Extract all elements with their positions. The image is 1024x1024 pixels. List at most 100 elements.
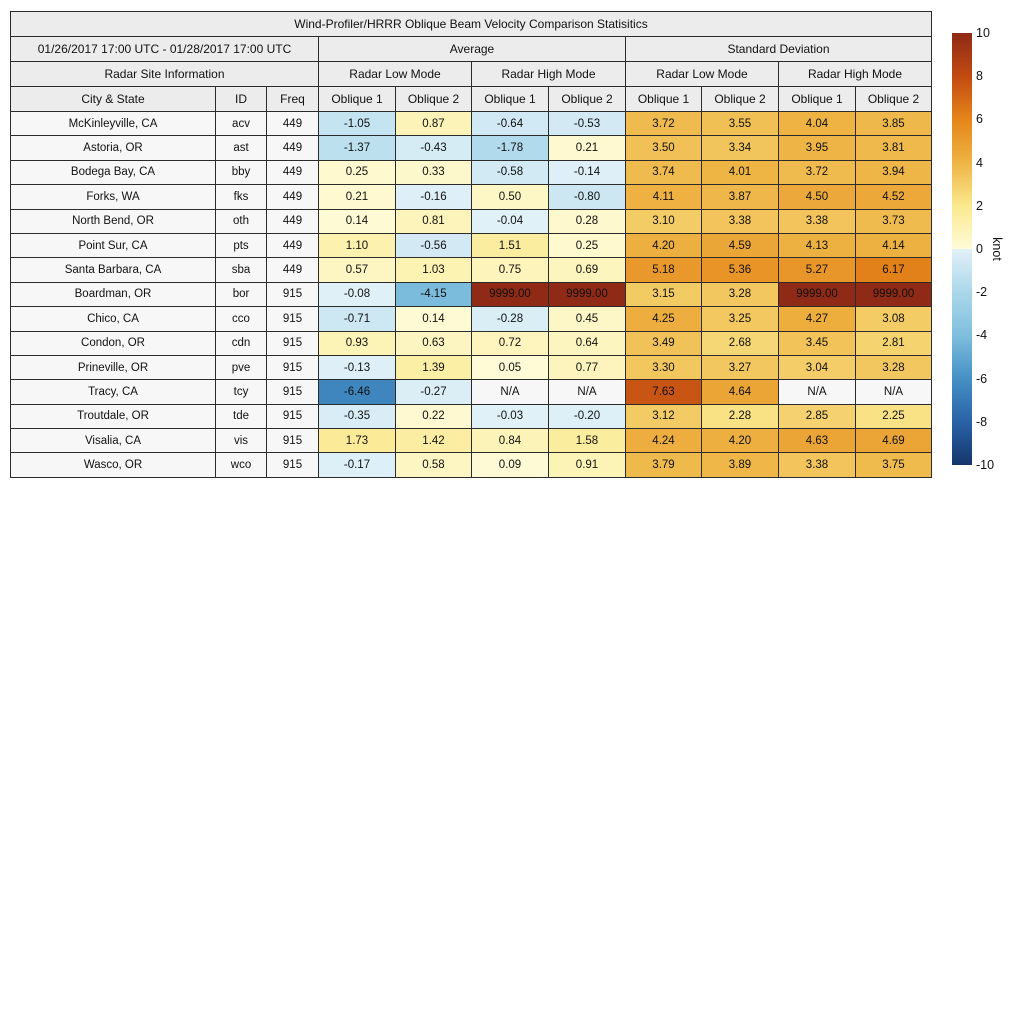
- city-state-cell: Astoria, OR: [10, 135, 216, 161]
- col-header-oblique1: Oblique 1: [625, 86, 702, 112]
- colorbar-tick-label: 10: [976, 25, 990, 40]
- table-row: North Bend, OR oth 449 0.14 0.81 -0.04 0.28 3.1…: [10, 208, 932, 234]
- value-cell: -1.37: [318, 135, 396, 161]
- value-cell: 0.14: [395, 306, 472, 332]
- colorbar-tick-label: -10: [976, 457, 995, 472]
- value-cell: 3.74: [625, 159, 702, 186]
- site-id-cell: cdn: [215, 330, 267, 356]
- value-cell: -0.64: [471, 110, 549, 137]
- value-cell: -0.56: [395, 232, 472, 259]
- value-cell: 0.05: [471, 354, 549, 381]
- value-cell: 1.58: [548, 428, 626, 454]
- value-cell: 0.93: [318, 330, 396, 356]
- value-cell: -0.28: [471, 306, 549, 332]
- value-cell: 4.69: [855, 428, 932, 454]
- value-cell: -0.35: [318, 403, 396, 430]
- freq-cell: 915: [266, 354, 319, 381]
- value-cell: 1.03: [395, 257, 472, 283]
- site-id-cell: ast: [215, 135, 267, 161]
- table-row: Chico, CA cco 915 -0.71 0.14 -0.28 0.45 4.25 3.2…: [10, 306, 932, 332]
- city-state-cell: Troutdale, OR: [10, 403, 216, 430]
- value-cell: 3.81: [855, 135, 932, 161]
- value-cell: 5.36: [701, 257, 779, 283]
- value-cell: 9999.00: [778, 281, 856, 308]
- radar-site-information-label: Radar Site Information: [10, 61, 319, 87]
- value-cell: 3.30: [625, 354, 702, 381]
- value-cell: 5.27: [778, 257, 856, 283]
- value-cell: 0.45: [548, 306, 626, 332]
- colorbar-tick-label: -6: [976, 371, 988, 386]
- value-cell: 3.04: [778, 354, 856, 381]
- table-row: Troutdale, OR tde 915 -0.35 0.22 -0.03 -0.20 3.…: [10, 403, 932, 430]
- city-state-cell: Tracy, CA: [10, 379, 216, 405]
- table-row: Point Sur, CA pts 449 1.10 -0.56 1.51 0.25 4.20…: [10, 232, 932, 259]
- value-cell: 0.21: [318, 184, 396, 210]
- colorbar-tick-label: 6: [976, 112, 983, 127]
- site-id-cell: fks: [215, 184, 267, 210]
- value-cell: 3.25: [701, 306, 779, 332]
- value-cell: 9999.00: [548, 281, 626, 308]
- value-cell: 4.50: [778, 184, 856, 210]
- colorbar-tick-label: 8: [976, 68, 983, 83]
- value-cell: 0.64: [548, 330, 626, 356]
- value-cell: 4.59: [701, 232, 779, 259]
- freq-cell: 449: [266, 208, 319, 234]
- value-cell: 0.87: [395, 110, 472, 137]
- value-cell: 0.14: [318, 208, 396, 234]
- value-cell: 9999.00: [855, 281, 932, 308]
- value-cell: 0.09: [471, 452, 549, 478]
- value-cell-na: N/A: [778, 379, 856, 405]
- site-id-cell: vis: [215, 428, 267, 454]
- colorbar-tick-label: -2: [976, 284, 988, 299]
- value-cell: 3.50: [625, 135, 702, 161]
- value-cell-na: N/A: [471, 379, 549, 405]
- freq-cell: 915: [266, 306, 319, 332]
- stats-table: Wind-Profiler/HRRR Oblique Beam Velocity…: [10, 11, 932, 478]
- city-state-cell: Prineville, OR: [10, 354, 216, 381]
- value-cell: 3.49: [625, 330, 702, 356]
- site-id-cell: bby: [215, 159, 267, 186]
- freq-cell: 915: [266, 403, 319, 430]
- value-cell: 0.81: [395, 208, 472, 234]
- value-cell: 3.34: [701, 135, 779, 161]
- value-cell: 3.28: [701, 281, 779, 308]
- site-id-cell: pts: [215, 232, 267, 259]
- colorbar-unit-label: knot: [990, 237, 1004, 261]
- colorbar-tick-label: -8: [976, 414, 988, 429]
- value-cell-na: N/A: [855, 379, 932, 405]
- value-cell: -0.43: [395, 135, 472, 161]
- value-cell: 4.64: [701, 379, 779, 405]
- col-header-oblique2: Oblique 2: [395, 86, 472, 112]
- table-row: Prineville, OR pve 915 -0.13 1.39 0.05 0.77 3.3…: [10, 354, 932, 381]
- avg-radar-high-mode-header: Radar High Mode: [471, 61, 626, 87]
- value-cell: 3.12: [625, 403, 702, 430]
- site-id-cell: tde: [215, 403, 267, 430]
- site-id-cell: bor: [215, 281, 267, 308]
- value-cell: 2.85: [778, 403, 856, 430]
- city-state-cell: Wasco, OR: [10, 452, 216, 478]
- value-cell: -0.04: [471, 208, 549, 234]
- value-cell: 4.20: [701, 428, 779, 454]
- value-cell: 4.52: [855, 184, 932, 210]
- col-header-id: ID: [215, 86, 267, 112]
- city-state-cell: Santa Barbara, CA: [10, 257, 216, 283]
- value-cell: -0.20: [548, 403, 626, 430]
- site-id-cell: cco: [215, 306, 267, 332]
- site-id-cell: acv: [215, 110, 267, 137]
- col-header-oblique2: Oblique 2: [855, 86, 932, 112]
- column-header-row: City & State ID Freq Oblique 1 Oblique 2…: [10, 86, 932, 112]
- value-cell: -0.58: [471, 159, 549, 186]
- value-cell: 0.50: [471, 184, 549, 210]
- value-cell: 3.75: [855, 452, 932, 478]
- value-cell: 4.25: [625, 306, 702, 332]
- col-header-freq: Freq: [266, 86, 319, 112]
- col-header-oblique1: Oblique 1: [778, 86, 856, 112]
- value-cell: -0.03: [471, 403, 549, 430]
- colorbar-tick-label: 2: [976, 198, 983, 213]
- col-header-oblique2: Oblique 2: [548, 86, 626, 112]
- freq-cell: 915: [266, 379, 319, 405]
- comparison-table: Wind-Profiler/HRRR Oblique Beam Velocity…: [10, 11, 932, 478]
- value-cell: 0.22: [395, 403, 472, 430]
- value-cell: 4.14: [855, 232, 932, 259]
- col-header-city-state: City & State: [10, 86, 216, 112]
